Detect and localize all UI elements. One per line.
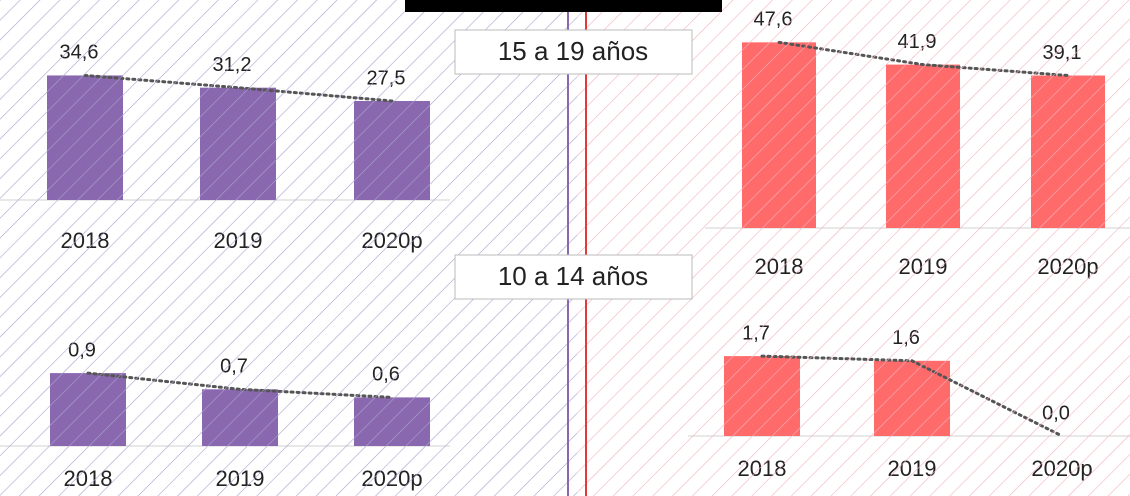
group-label: 15 a 19 años [498, 36, 648, 66]
label-box [454, 254, 693, 300]
hatch-right [577, 0, 1130, 496]
label-box [454, 29, 693, 75]
group-label: 10 a 14 años [498, 261, 648, 291]
header-bar [405, 0, 722, 12]
hatch-left [0, 0, 577, 496]
